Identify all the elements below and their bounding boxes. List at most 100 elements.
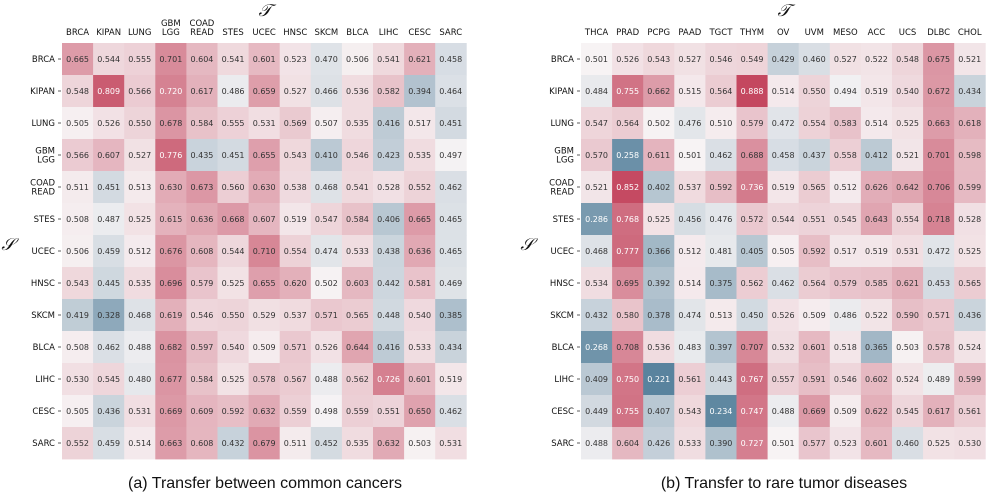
heatmap-a-cell-value: 0.604 [190, 55, 213, 64]
heatmap-a-cell [62, 331, 94, 364]
heatmap-a-cell [62, 203, 94, 236]
heatmap-a-cell-value: 0.462 [439, 407, 462, 416]
heatmap-b-cell [674, 427, 706, 460]
heatmap-b-cell [581, 299, 613, 332]
heatmap-b-cell [612, 107, 644, 140]
heatmap-a-cell-value: 0.644 [346, 343, 369, 352]
heatmap-a-cell [124, 331, 156, 364]
heatmap-a-cell-value: 0.546 [346, 151, 369, 160]
heatmap-a-cell [279, 235, 312, 268]
heatmap-b-row-label: LUNG [551, 119, 574, 129]
heatmap-a-cell [279, 395, 312, 428]
heatmap-a-cell [310, 139, 343, 172]
heatmap-a-cell [310, 363, 343, 396]
heatmap-a-cell [93, 299, 125, 332]
heatmap-b-cell-value: 0.456 [678, 215, 701, 224]
heatmap-b-row-label: BLCA [552, 343, 575, 353]
heatmap-a-cell-value: 0.434 [439, 343, 462, 352]
heatmap-a-cell-value: 0.468 [315, 183, 338, 192]
heatmap-a-cell-value: 0.566 [66, 151, 89, 160]
heatmap-b-cell-value: 0.550 [803, 87, 826, 96]
heatmap-a-cell [435, 267, 467, 300]
heatmap-b-cell [954, 363, 986, 396]
heatmap-a-cell [186, 171, 218, 204]
heatmap-a-cell [217, 235, 249, 268]
heatmap-a-cell [310, 395, 343, 428]
heatmap-b-cell-value: 0.450 [741, 311, 764, 320]
heatmap-b-cell-value: 0.527 [834, 55, 857, 64]
heatmap-b-cell [643, 267, 675, 300]
heatmap-b-cell [767, 235, 800, 268]
heatmap-b-cell [581, 107, 613, 140]
heatmap-b-column-label: PRAD [616, 28, 640, 38]
heatmap-b-cell [923, 395, 955, 428]
heatmap-b-cell-value: 0.472 [772, 119, 795, 128]
heatmap-b-cell [581, 267, 613, 300]
heatmap-a-cell-value: 0.541 [222, 55, 245, 64]
heatmap-a-cell [124, 363, 156, 396]
heatmap-a-cell [310, 299, 343, 332]
heatmap-a-cell-value: 0.464 [439, 87, 462, 96]
heatmap-b-cell [643, 235, 675, 268]
heatmap-a-cell-value: 0.448 [377, 311, 400, 320]
heatmap-b-cell [612, 331, 644, 364]
heatmap-b-cell-value: 0.888 [741, 87, 764, 96]
heatmap-b-cell [674, 75, 706, 108]
heatmap-panel-b: 0.501 0.526 0.543 0.527 0.546 0.549 0.429 0.460… [520, 1, 986, 492]
heatmap-a-cell [124, 107, 156, 140]
heatmap-a-cell [248, 395, 281, 428]
heatmap-a-cell [93, 363, 125, 396]
heatmap-b-cell-value: 0.777 [616, 247, 639, 256]
heatmap-a-cell [217, 267, 249, 300]
heatmap-b-cell [954, 267, 986, 300]
heatmap-b-cell-value: 0.599 [958, 375, 981, 384]
heatmap-a-row-label: SARC [32, 439, 55, 449]
heatmap-a-cell [248, 235, 281, 268]
heatmap-b-column-labels: THCA PRAD PCPG PAAD TGCT THYM OV UVM MESO ACC UCS D… [584, 28, 982, 38]
heatmap-a-cell [373, 107, 405, 140]
heatmap-a-cell-value: 0.550 [222, 311, 245, 320]
heatmap-b-cell-value: 0.585 [865, 279, 888, 288]
heatmap-a-cell-value: 0.505 [66, 407, 89, 416]
heatmap-a-cell-value: 0.552 [408, 183, 431, 192]
heatmap-b-cell-value: 0.548 [896, 55, 919, 64]
heatmap-b-cell [643, 395, 675, 428]
heatmap-b-cell-value: 0.626 [865, 183, 888, 192]
heatmap-b-cell [767, 107, 800, 140]
heatmap-b-cell [643, 75, 675, 108]
heatmap-b-cell [767, 427, 800, 460]
heatmap-b-cell-value: 0.727 [741, 439, 764, 448]
heatmap-b-cell [705, 203, 737, 236]
heatmap-b-cell-value: 0.523 [834, 439, 857, 448]
heatmap-b-cell [705, 363, 737, 396]
heatmap-a-cell-value: 0.531 [128, 407, 151, 416]
heatmap-b-cell [860, 235, 893, 268]
heatmap-a-cell [373, 363, 405, 396]
heatmap-a-cell-value: 0.459 [97, 439, 120, 448]
heatmap-b-cell [923, 171, 955, 204]
heatmap-a-column-label: HNSC [283, 28, 307, 38]
heatmap-b-column-label: UCS [899, 28, 917, 38]
heatmap-b-cell-value: 0.543 [678, 407, 701, 416]
heatmap-a-cell [404, 171, 436, 204]
heatmap-b-cell [860, 267, 893, 300]
heatmap-b-cell-value: 0.526 [772, 311, 795, 320]
heatmap-a-cell-value: 0.678 [159, 119, 182, 128]
heatmap-b-cell-value: 0.462 [772, 279, 795, 288]
heatmap-b-cell [954, 235, 986, 268]
heatmap-b-cell-value: 0.602 [865, 375, 888, 384]
heatmap-a-cell [373, 203, 405, 236]
heatmap-a-cell-value: 0.720 [159, 87, 182, 96]
heatmap-a-cell [248, 43, 281, 76]
heatmap-b-cell-value: 0.591 [803, 375, 826, 384]
heatmap-a-cell-value: 0.538 [284, 183, 307, 192]
heatmap-a-cell [404, 427, 436, 460]
heatmap-b-cell [674, 203, 706, 236]
heatmap-a-cell [124, 203, 156, 236]
heatmap-b-cell [892, 363, 924, 396]
heatmap-b-cell-value: 0.531 [896, 247, 919, 256]
heatmap-a-cell-value: 0.579 [190, 279, 213, 288]
heatmap-a-cell-value: 0.581 [408, 279, 431, 288]
heatmap-a-cell [310, 203, 343, 236]
heatmap-b-cell [643, 363, 675, 396]
